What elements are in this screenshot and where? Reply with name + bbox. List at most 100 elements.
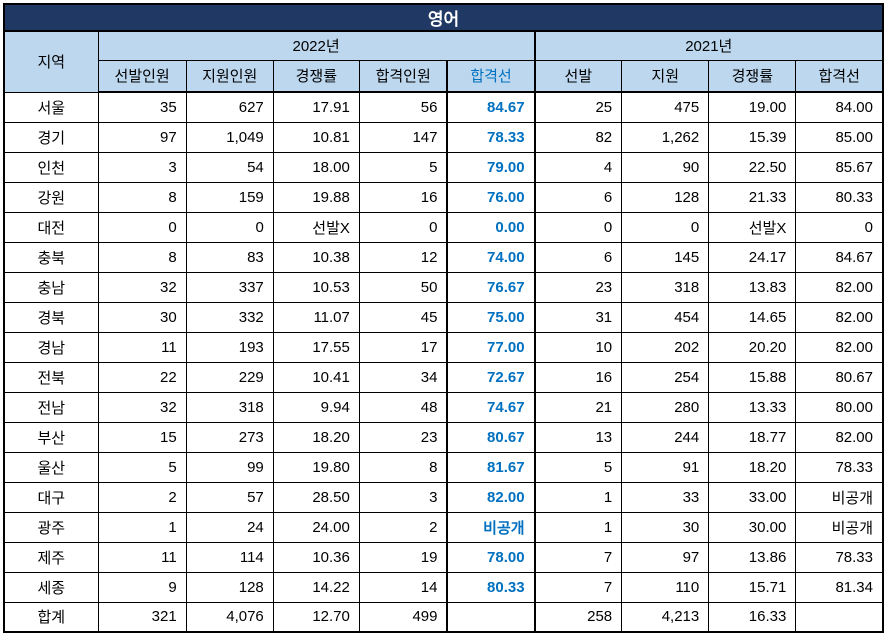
value-cell: 82.00	[795, 301, 884, 333]
value-cell: 254	[621, 361, 710, 393]
table-row: 합계 321 4,076 12.70 499 258 4,213 16.33	[3, 601, 884, 633]
value-cell: 80.67	[795, 361, 884, 393]
value-cell: 비공개	[795, 511, 884, 543]
value-cell: 선발X	[708, 211, 797, 243]
value-cell: 23	[358, 421, 448, 453]
value-cell: 8	[97, 241, 187, 273]
value-cell: 97	[621, 541, 710, 573]
region-cell: 제주	[3, 541, 99, 573]
value-cell: 22	[97, 361, 187, 393]
value-cell: 14	[358, 571, 448, 603]
table-row: 부산 15 273 18.20 23 80.67 13 244 18.77 82.00	[3, 421, 884, 453]
value-cell: 28.50	[272, 481, 360, 513]
region-cell: 전남	[3, 391, 99, 423]
value-cell: 7	[533, 541, 623, 573]
value-cell: 25	[533, 91, 623, 123]
col-header-region: 지역	[3, 30, 99, 93]
cutoff-2022-cell: 81.67	[446, 451, 536, 483]
value-cell: 90	[621, 151, 710, 183]
region-cell: 울산	[3, 451, 99, 483]
region-cell: 부산	[3, 421, 99, 453]
value-cell: 147	[358, 121, 448, 153]
value-cell: 82	[533, 121, 623, 153]
value-cell: 475	[621, 91, 710, 123]
region-cell: 충남	[3, 271, 99, 303]
col-group-2022: 2022년	[97, 30, 536, 61]
cutoff-2022-cell: 76.67	[446, 271, 536, 303]
value-cell: 12.70	[272, 601, 360, 633]
cutoff-2022-cell: 75.00	[446, 301, 536, 333]
col-header-selected-2022: 선발인원	[97, 59, 187, 93]
value-cell: 34	[358, 361, 448, 393]
table-row: 경북 30 332 11.07 45 75.00 31 454 14.65 82.00	[3, 301, 884, 333]
value-cell: 10.36	[272, 541, 360, 573]
value-cell: 비공개	[795, 481, 884, 513]
value-cell: 99	[185, 451, 274, 483]
value-cell: 30	[621, 511, 710, 543]
group-header-row: 지역 2022년 2021년	[3, 30, 884, 93]
table-title: 영어	[3, 3, 884, 32]
region-cell: 합계	[3, 601, 99, 633]
cutoff-2022-cell: 76.00	[446, 181, 536, 213]
table-row: 대전 0 0 선발X 0 0.00 0 0 선발X 0	[3, 211, 884, 243]
region-cell: 경기	[3, 121, 99, 153]
value-cell	[795, 601, 884, 633]
cutoff-2022-cell: 78.00	[446, 541, 536, 573]
value-cell: 22.50	[708, 151, 797, 183]
table-row: 울산 5 99 19.80 8 81.67 5 91 18.20 78.33	[3, 451, 884, 483]
value-cell: 81.34	[795, 571, 884, 603]
value-cell: 83	[185, 241, 274, 273]
value-cell: 17.91	[272, 91, 360, 123]
value-cell: 13.86	[708, 541, 797, 573]
value-cell: 16	[533, 361, 623, 393]
value-cell: 13.33	[708, 391, 797, 423]
value-cell: 159	[185, 181, 274, 213]
region-cell: 서울	[3, 91, 99, 123]
value-cell: 18.77	[708, 421, 797, 453]
value-cell: 193	[185, 331, 274, 363]
value-cell: 16	[358, 181, 448, 213]
col-header-ratio-2022: 경쟁률	[272, 59, 360, 93]
value-cell: 13	[533, 421, 623, 453]
value-cell: 337	[185, 271, 274, 303]
value-cell: 16.33	[708, 601, 797, 633]
table-row: 대구 2 57 28.50 3 82.00 1 33 33.00 비공개	[3, 481, 884, 513]
value-cell: 19.00	[708, 91, 797, 123]
value-cell: 5	[97, 451, 187, 483]
value-cell: 48	[358, 391, 448, 423]
value-cell: 21	[533, 391, 623, 423]
value-cell: 32	[97, 391, 187, 423]
region-cell: 강원	[3, 181, 99, 213]
value-cell: 454	[621, 301, 710, 333]
value-cell: 20.20	[708, 331, 797, 363]
value-cell: 17.55	[272, 331, 360, 363]
value-cell: 1,262	[621, 121, 710, 153]
value-cell: 84.00	[795, 91, 884, 123]
region-cell: 대구	[3, 481, 99, 513]
value-cell: 258	[533, 601, 623, 633]
value-cell: 18.00	[272, 151, 360, 183]
value-cell: 1	[533, 481, 623, 513]
value-cell: 85.67	[795, 151, 884, 183]
cutoff-2022-cell: 72.67	[446, 361, 536, 393]
value-cell: 85.00	[795, 121, 884, 153]
value-cell: 0	[185, 211, 274, 243]
value-cell: 97	[97, 121, 187, 153]
value-cell: 2	[358, 511, 448, 543]
value-cell: 19.80	[272, 451, 360, 483]
value-cell: 0	[533, 211, 623, 243]
value-cell: 82.00	[795, 271, 884, 303]
value-cell: 8	[358, 451, 448, 483]
sub-header-row: 선발인원 지원인원 경쟁률 합격인원 합격선 선발 지원 경쟁률 합격선	[4, 59, 884, 93]
value-cell: 31	[533, 301, 623, 333]
value-cell: 17	[358, 331, 448, 363]
value-cell: 11	[97, 541, 187, 573]
value-cell: 4,076	[185, 601, 274, 633]
value-cell: 6	[533, 241, 623, 273]
value-cell: 선발X	[272, 211, 360, 243]
value-cell: 0	[621, 211, 710, 243]
value-cell: 80.33	[795, 181, 884, 213]
value-cell: 280	[621, 391, 710, 423]
value-cell: 35	[97, 91, 187, 123]
col-header-cutoff-2021: 합격선	[795, 59, 884, 93]
